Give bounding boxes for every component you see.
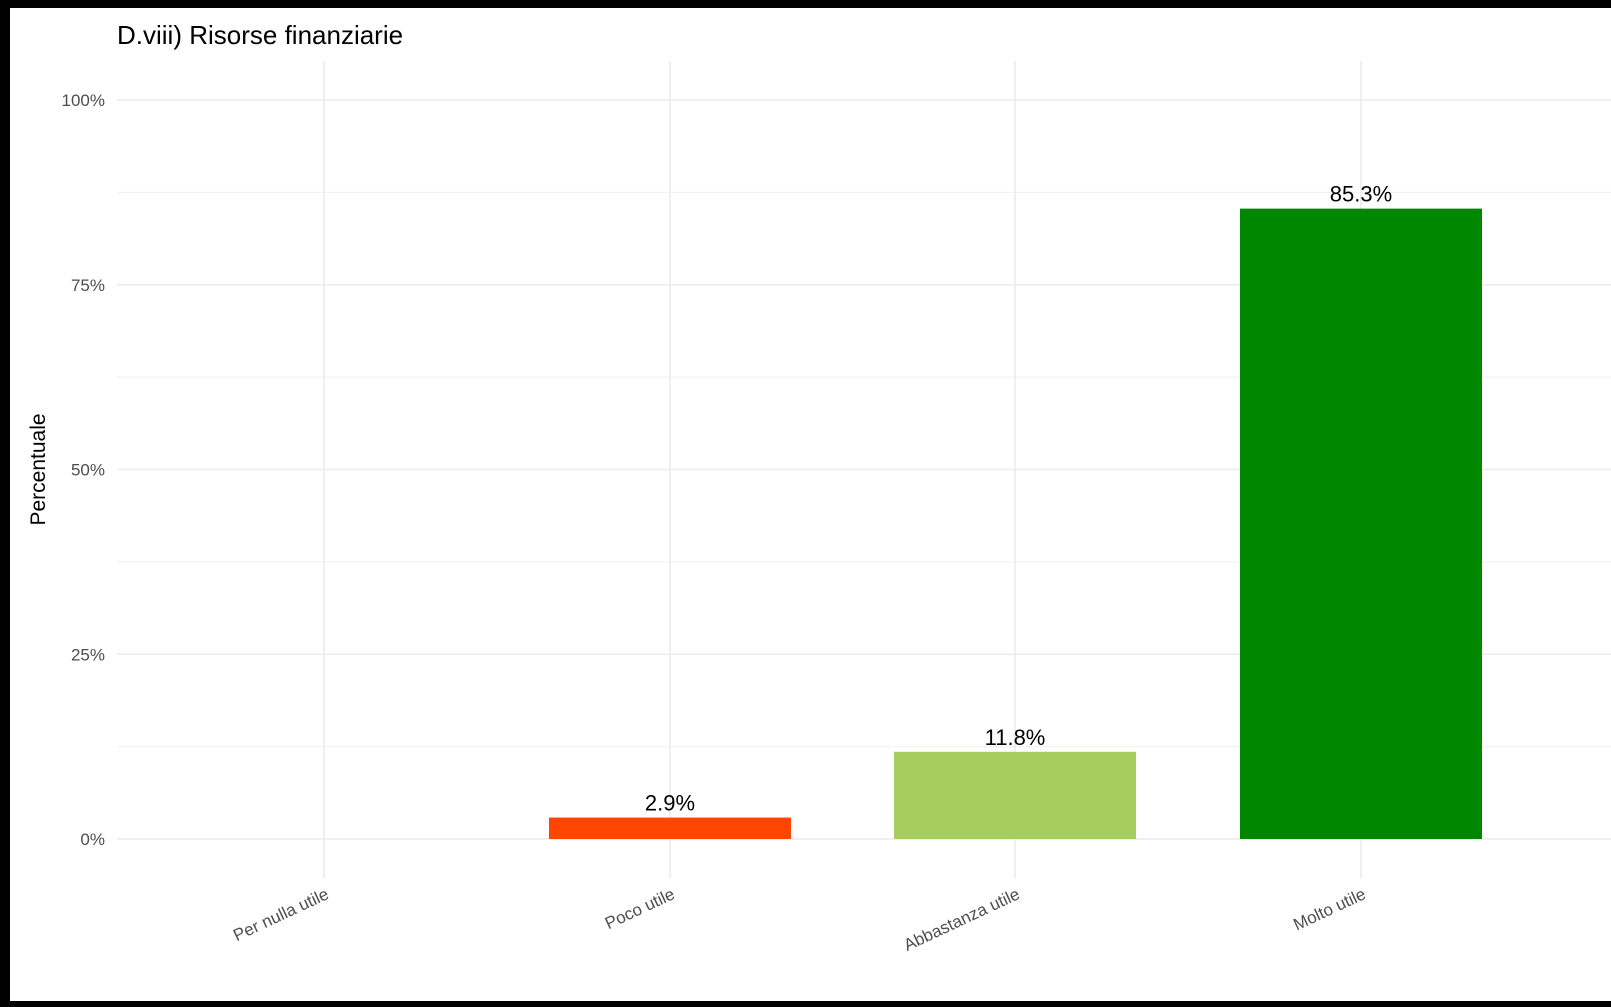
chart-title: D.viii) Risorse finanziarie <box>117 20 403 50</box>
x-axis-ticks: Per nulla utile Poco utile Abbastanza util… <box>230 884 1368 954</box>
x-tick-label: Per nulla utile <box>230 884 331 945</box>
x-tick-label: Abbastanza utile <box>901 884 1023 954</box>
bar-chart: 2.9% 11.8% 85.3% 0% 25% 50% 75% 100% Per nulla… <box>27 20 1611 955</box>
x-tick-label: Poco utile <box>602 884 678 933</box>
y-axis-ticks: 0% 25% 50% 75% 100% <box>62 91 105 849</box>
x-tick-label: Molto utile <box>1290 884 1368 934</box>
y-tick-label: 75% <box>71 276 105 295</box>
data-labels: 2.9% 11.8% 85.3% <box>645 182 1392 816</box>
data-label: 85.3% <box>1330 182 1392 207</box>
y-tick-label: 100% <box>62 91 105 110</box>
y-tick-label: 50% <box>71 461 105 480</box>
y-tick-label: 25% <box>71 645 105 664</box>
data-label: 2.9% <box>645 791 695 816</box>
data-label: 11.8% <box>985 725 1046 750</box>
y-axis-label: Percentuale <box>27 413 50 525</box>
y-tick-label: 0% <box>80 830 105 849</box>
bars <box>549 208 1482 839</box>
bar <box>1240 208 1482 839</box>
chart-frame: 2.9% 11.8% 85.3% 0% 25% 50% 75% 100% Per nulla… <box>10 8 1611 1001</box>
bar <box>894 751 1136 839</box>
bar <box>549 817 791 839</box>
